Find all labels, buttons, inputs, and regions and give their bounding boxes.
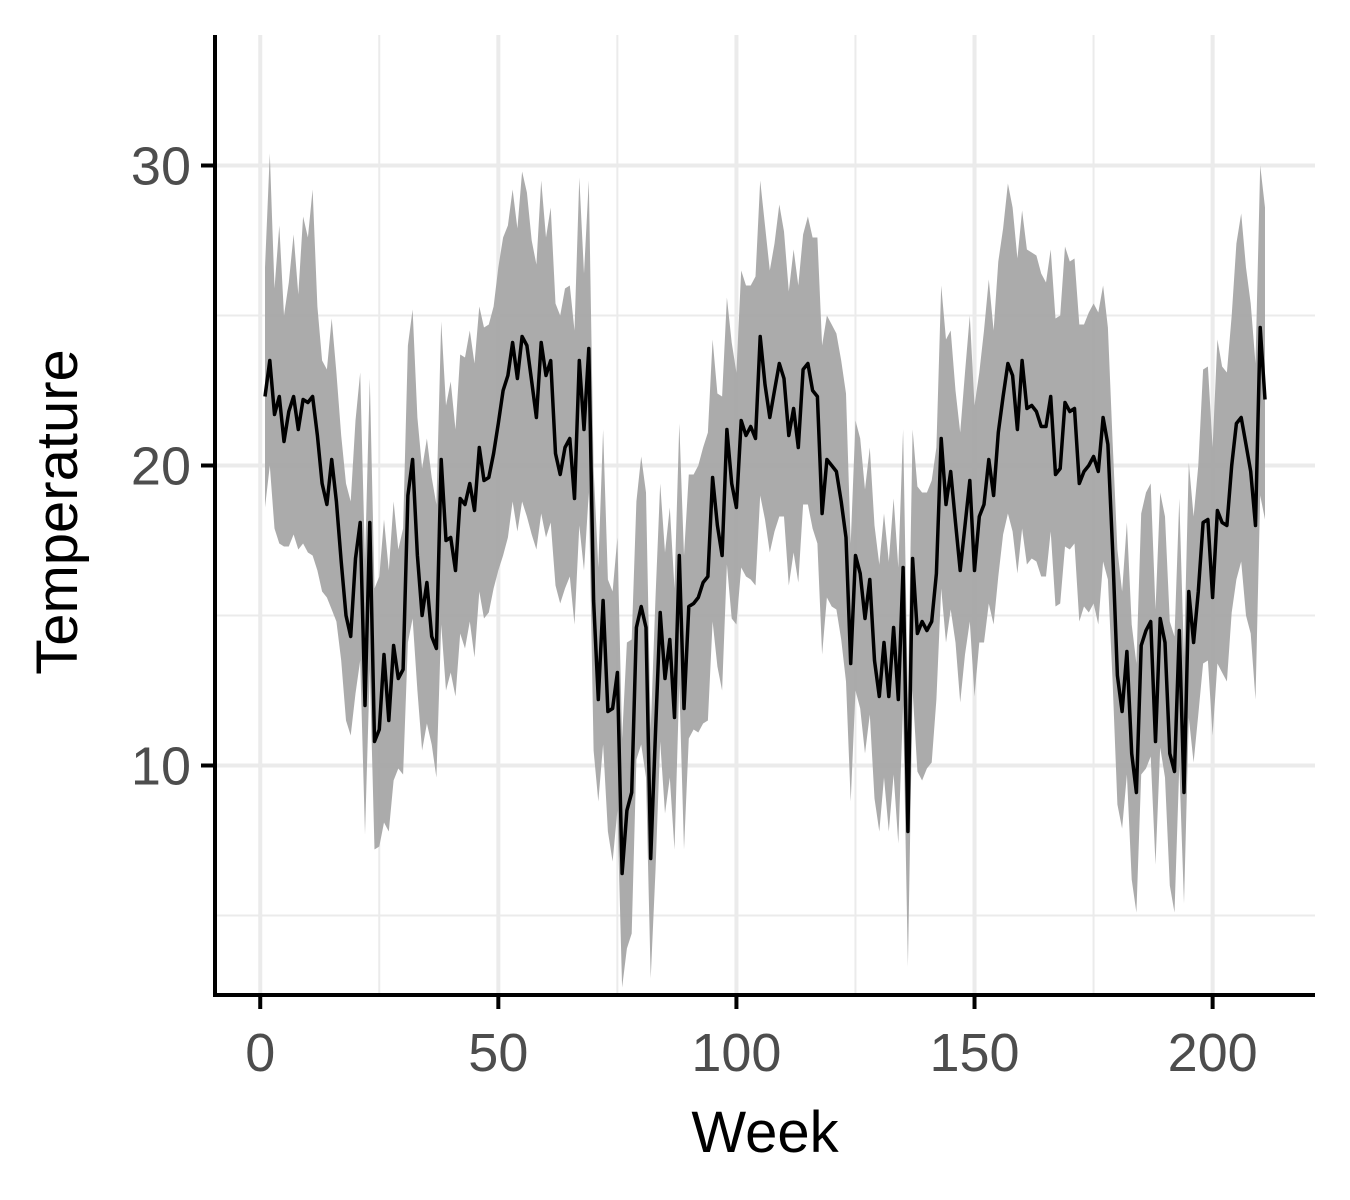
x-tick-label: 0 [245, 1023, 275, 1083]
y-tick-label: 30 [131, 137, 191, 197]
x-tick-label: 200 [1168, 1023, 1258, 1083]
x-tick-label: 100 [691, 1023, 781, 1083]
y-tick-label: 20 [131, 437, 191, 497]
x-tick-label: 150 [929, 1023, 1019, 1083]
x-axis-title: Week [691, 1100, 839, 1165]
x-tick-label: 50 [468, 1023, 528, 1083]
axes [201, 35, 1315, 1009]
y-tick-label: 10 [131, 737, 191, 797]
temperature-line [263, 325, 1267, 876]
tick-labels: 10 20 30 0 50 100 150 200 [131, 137, 1258, 1084]
y-axis-title: Temperature [25, 349, 90, 675]
